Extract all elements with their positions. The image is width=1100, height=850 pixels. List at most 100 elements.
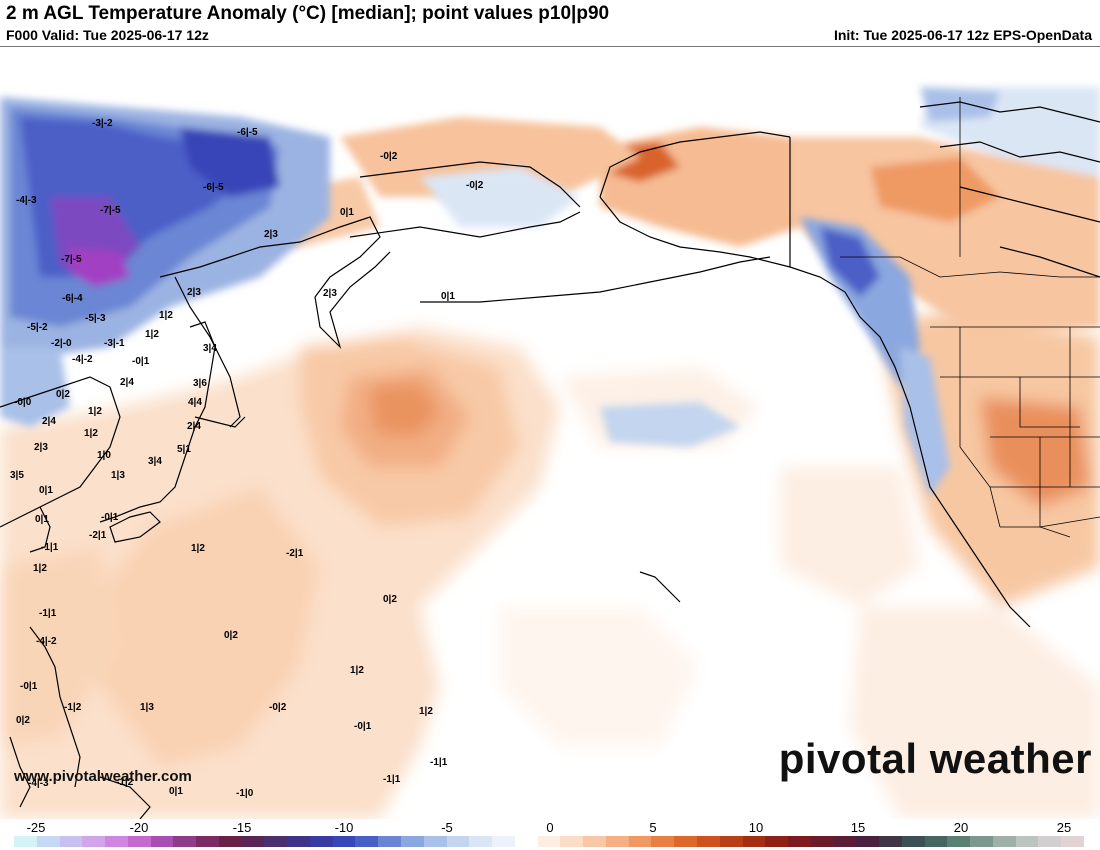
colorbar-swatch bbox=[1015, 836, 1039, 847]
colorbar-swatch bbox=[446, 836, 470, 847]
point-value-label: -4|-2 bbox=[36, 636, 57, 647]
valid-time: F000 Valid: Tue 2025-06-17 12z bbox=[6, 27, 209, 43]
point-value-label: 2|3 bbox=[264, 229, 278, 240]
colorbar-swatch bbox=[992, 836, 1016, 847]
point-value-label: 3|5 bbox=[10, 470, 24, 481]
point-value-label: -4|-3 bbox=[16, 195, 37, 206]
map-panel: -3|-2 -6|-5 -0|2 -6|-5 -4|-3 -7|-5 -7|-5… bbox=[0, 46, 1100, 819]
init-time: Init: Tue 2025-06-17 12z EPS-OpenData bbox=[833, 27, 1092, 43]
colorbar-swatch bbox=[241, 836, 265, 847]
colorbar-tick: -10 bbox=[334, 820, 354, 835]
point-value-label: -0|2 bbox=[466, 180, 484, 191]
point-value-label: -0|1 bbox=[354, 721, 372, 732]
colorbar-swatch bbox=[583, 836, 606, 847]
point-value-label: 4|4 bbox=[188, 397, 202, 408]
colorbar-swatch bbox=[173, 836, 197, 847]
colorbar-swatch bbox=[788, 836, 811, 847]
point-value-label: -6|-5 bbox=[203, 182, 224, 193]
colorbar-swatch bbox=[332, 836, 356, 847]
colorbar-swatch bbox=[127, 836, 151, 847]
cold-anomaly-shading bbox=[0, 97, 950, 497]
colorbar-tick: -25 bbox=[26, 820, 46, 835]
colorbar-swatch bbox=[264, 836, 288, 847]
point-value-label: 3|4 bbox=[148, 456, 162, 467]
colorbar-swatch bbox=[947, 836, 971, 847]
pivotal-weather-logo: pivotal weather bbox=[778, 735, 1092, 782]
website-link[interactable]: www.pivotalweather.com bbox=[14, 768, 192, 785]
point-value-label: 1|3 bbox=[111, 470, 125, 481]
colorbar-swatch bbox=[1038, 836, 1062, 847]
map-header: 2 m AGL Temperature Anomaly (°C) [median… bbox=[0, 0, 1100, 46]
point-value-label: 1|2 bbox=[159, 310, 173, 321]
colorbar-swatch bbox=[560, 836, 584, 847]
point-value-label: 1|2 bbox=[419, 706, 433, 717]
point-value-label: 0|2 bbox=[56, 389, 70, 400]
point-value-label: -2|1 bbox=[286, 548, 304, 559]
colorbar-swatch bbox=[150, 836, 174, 847]
point-value-label: -0|1 bbox=[132, 356, 150, 367]
colorbar-tick-labels: -25 -20 -15 -10 -5 0 5 10 15 20 25 bbox=[0, 820, 1100, 835]
colorbar-tick: 10 bbox=[748, 820, 764, 835]
colorbar-swatch bbox=[287, 836, 310, 847]
point-value-label: -2|1 bbox=[89, 530, 107, 541]
colorbar-swatch bbox=[401, 836, 424, 847]
colorbar-swatch bbox=[879, 836, 902, 847]
colorbar-swatch bbox=[856, 836, 880, 847]
colorbar bbox=[14, 836, 1084, 847]
point-value-label: 2|4 bbox=[42, 416, 56, 427]
colorbar-tick: 5 bbox=[649, 820, 657, 835]
alaska-warm-shading bbox=[240, 87, 1100, 337]
colorbar-swatch bbox=[36, 836, 60, 847]
point-value-label: -7|-5 bbox=[61, 254, 82, 265]
point-value-label: -1|1 bbox=[39, 608, 57, 619]
point-value-label: -3|-2 bbox=[92, 118, 113, 129]
point-value-label: 0|1 bbox=[340, 207, 354, 218]
point-value-label: 1|3 bbox=[140, 702, 154, 713]
point-value-label: -1|1 bbox=[41, 542, 59, 553]
point-value-label: -0|2 bbox=[380, 151, 398, 162]
colorbar-tick: 0 bbox=[546, 820, 554, 835]
point-value-label: 1|2 bbox=[350, 665, 364, 676]
point-value-label: -3|-1 bbox=[104, 338, 125, 349]
colorbar-swatch bbox=[355, 836, 379, 847]
point-value-label: 2|4 bbox=[120, 377, 134, 388]
anomaly-map: -3|-2 -6|-5 -0|2 -6|-5 -4|-3 -7|-5 -7|-5… bbox=[0, 47, 1100, 819]
colorbar-swatch bbox=[924, 836, 948, 847]
point-value-label: -0|2 bbox=[269, 702, 287, 713]
colorbar-tick: 15 bbox=[850, 820, 866, 835]
point-value-label: -1|2 bbox=[116, 777, 134, 788]
point-value-label: 1|2 bbox=[33, 563, 47, 574]
point-value-label: 0|1 bbox=[39, 485, 53, 496]
colorbar-swatch bbox=[537, 836, 561, 847]
point-value-label: 1|2 bbox=[191, 543, 205, 554]
colorbar-swatch bbox=[218, 836, 242, 847]
point-value-label: 1|0 bbox=[97, 450, 111, 461]
colorbar-swatch bbox=[82, 836, 106, 847]
point-value-label: 0|1 bbox=[441, 291, 455, 302]
point-value-label: 2|3 bbox=[187, 287, 201, 298]
point-value-label: -7|-5 bbox=[100, 205, 121, 216]
point-value-label: -4|-2 bbox=[72, 354, 93, 365]
point-value-label: -5|-3 bbox=[85, 313, 106, 324]
colorbar-swatch bbox=[628, 836, 652, 847]
point-value-label: -1|1 bbox=[383, 774, 401, 785]
colorbar-swatch bbox=[605, 836, 629, 847]
point-value-label: -4|-3 bbox=[28, 778, 49, 789]
point-value-label: 1|2 bbox=[145, 329, 159, 340]
point-value-label: -1|2 bbox=[64, 702, 82, 713]
colorbar-swatch bbox=[469, 836, 493, 847]
colorbar-swatch bbox=[492, 836, 515, 847]
state-boundaries bbox=[840, 97, 1100, 538]
point-value-label: -6|-4 bbox=[62, 293, 83, 304]
coastlines bbox=[0, 101, 1100, 819]
point-value-labels: -3|-2 -6|-5 -0|2 -6|-5 -4|-3 -7|-5 -7|-5… bbox=[10, 118, 484, 799]
colorbar-swatch bbox=[674, 836, 697, 847]
point-value-label: -5|-2 bbox=[27, 322, 48, 333]
point-value-label: 1|2 bbox=[84, 428, 98, 439]
point-value-label: -0|1 bbox=[20, 681, 38, 692]
point-value-label: 0|1 bbox=[35, 514, 49, 525]
colorbar-tick: -20 bbox=[129, 820, 149, 835]
colorbar-swatch bbox=[196, 836, 219, 847]
colorbar-tick: -5 bbox=[441, 820, 453, 835]
point-value-label: 2|4 bbox=[187, 421, 201, 432]
